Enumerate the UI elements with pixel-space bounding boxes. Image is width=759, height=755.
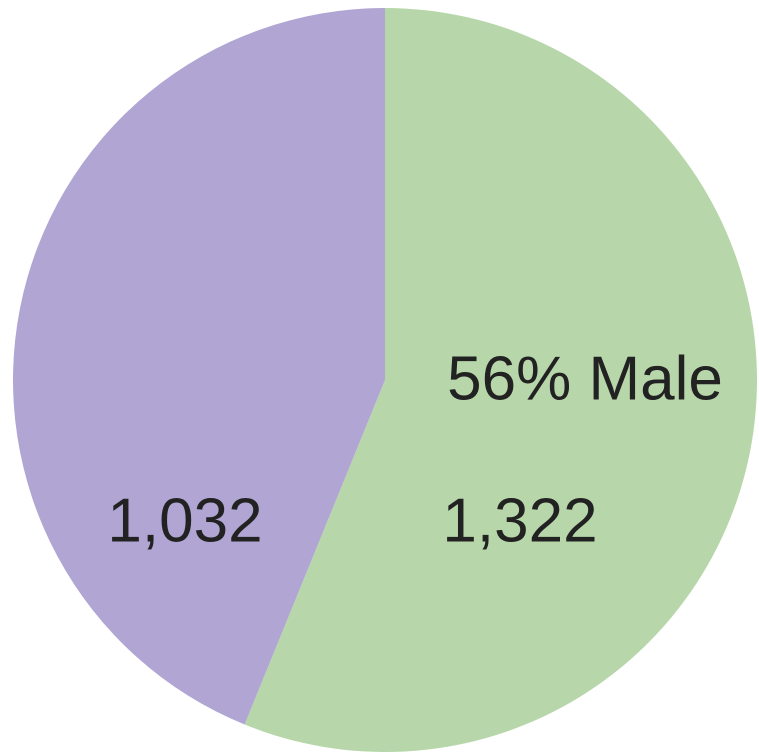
value-label: 1,322 xyxy=(442,486,597,555)
annotation: 56% Male xyxy=(447,344,723,413)
pie-slice xyxy=(12,8,385,725)
pie-slice xyxy=(244,8,757,752)
pie xyxy=(12,8,757,752)
value-label: 1,032 xyxy=(107,486,262,555)
